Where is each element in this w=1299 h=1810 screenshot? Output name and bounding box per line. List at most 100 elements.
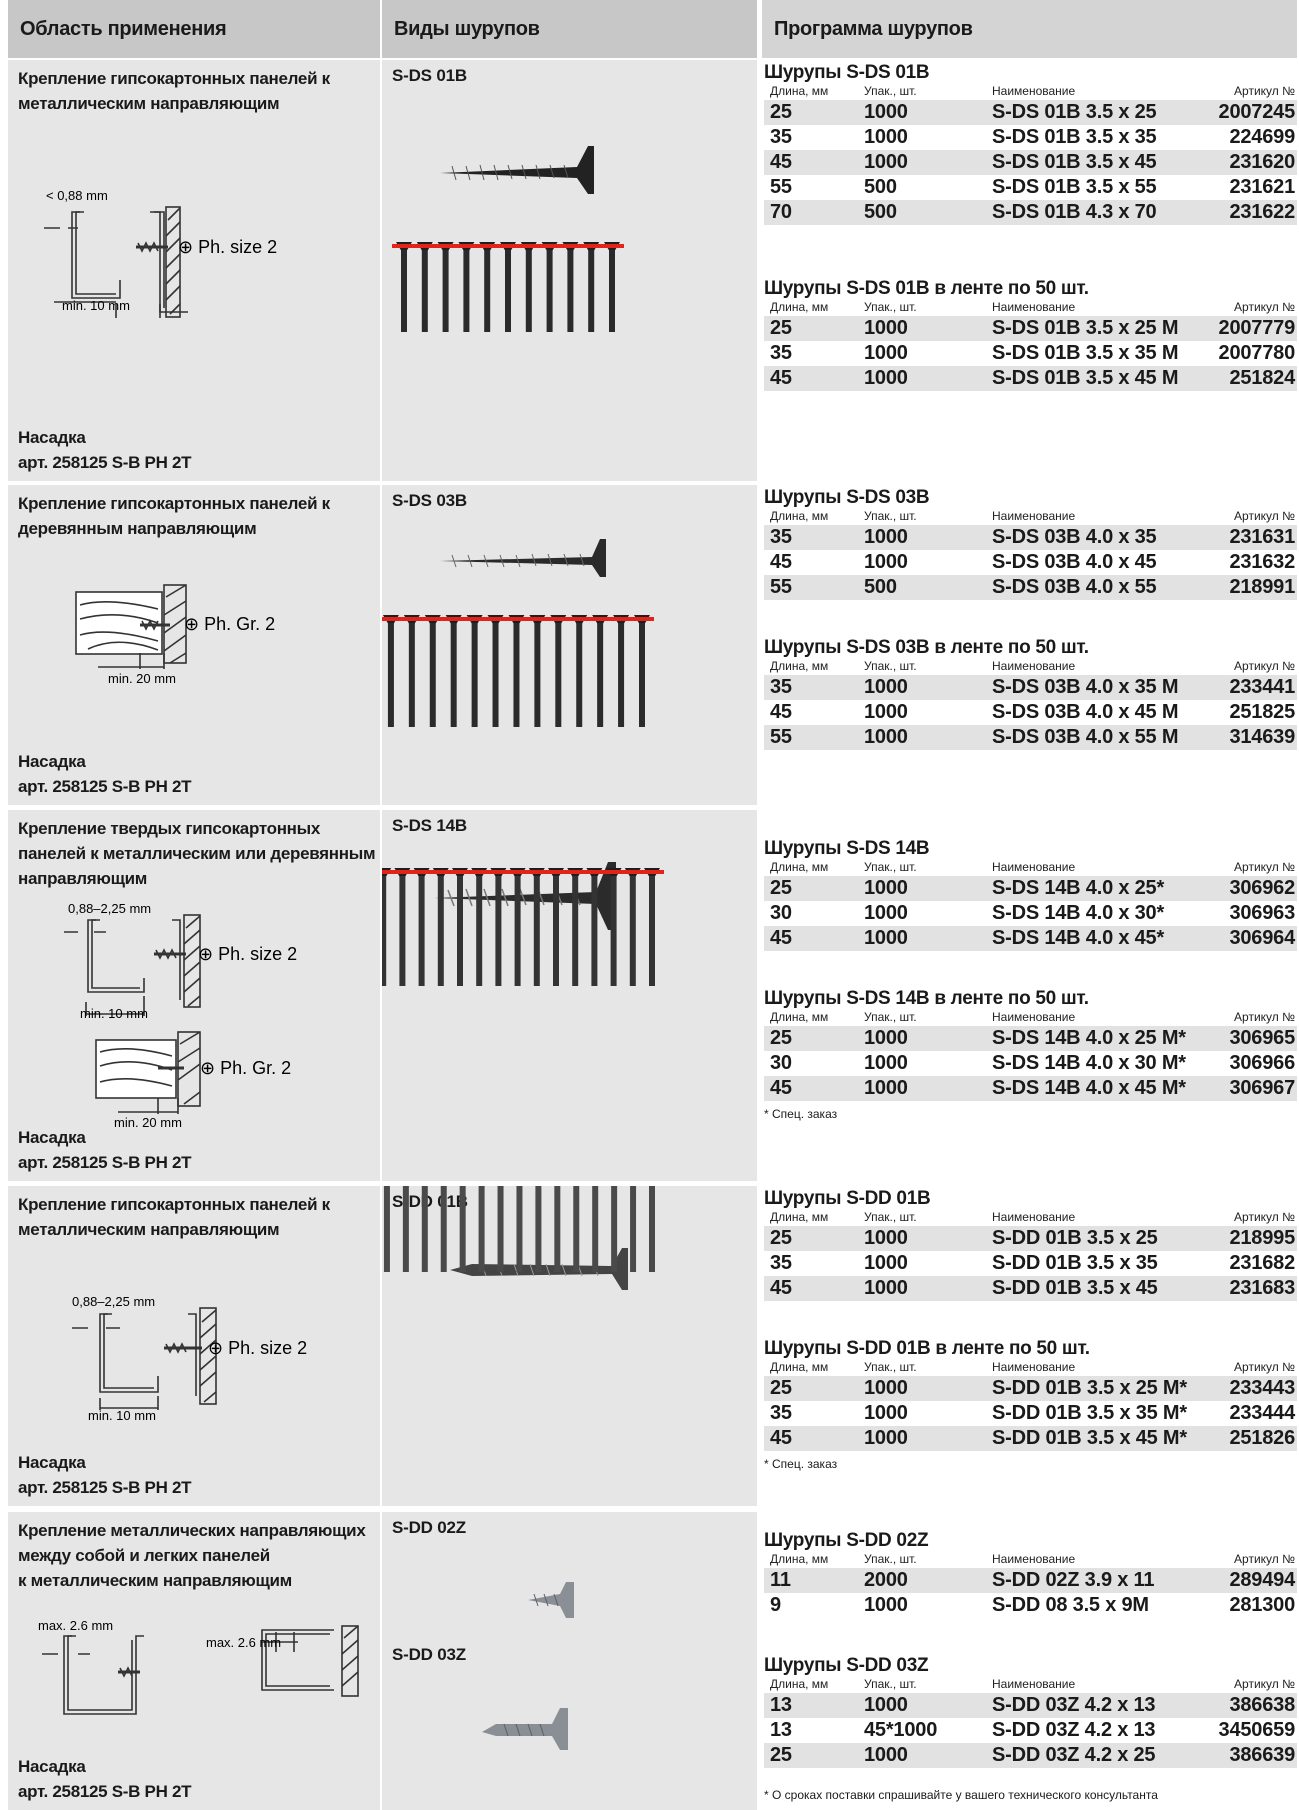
length-cell: 35 [770,342,792,364]
screw-image [440,146,594,194]
screw-shaft [421,250,428,332]
type-name: S-DS 14B [392,816,467,835]
group-title: Шурупы S-DS 03B [764,487,930,508]
article-cell: 224699 [1229,126,1295,148]
length-cell: 45 [770,151,792,173]
name-cell: S-DS 14B 4.0 x 30* [992,902,1165,924]
length-cell: 35 [770,126,792,148]
table-row: 13 1000 S-DD 03Z 4.2 x 13 386638 [764,1693,1297,1718]
length-cell: 55 [770,726,792,748]
pack-cell: 1000 [864,1227,908,1249]
screw-shaft [597,623,604,727]
name-cell: S-DS 01B 3.5 x 35 [992,126,1157,148]
table-row: 35 1000 S-DD 01B 3.5 x 35 M* 233444 [764,1401,1297,1426]
article-cell: 233444 [1229,1402,1295,1424]
metal-and-wood-profile-diagram: 0,88–2,25 mm ⊕ Ph. size 2 min. 10 mm ⊕ P… [64,901,297,1130]
length-cell: 45 [770,701,792,723]
table-row: 45 1000 S-DS 14B 4.0 x 45* 306964 [764,926,1297,951]
pack-cell: 1000 [864,101,908,123]
article-cell: 281300 [1229,1594,1295,1616]
pack-cell: 1000 [864,317,908,339]
name-cell: S-DS 03B 4.0 x 45 [992,551,1157,573]
length-cell: 9 [770,1594,781,1616]
screw-shaft [514,876,521,986]
name-cell: S-DS 03B 4.0 x 55 M [992,726,1179,748]
length-cell: 45 [770,1277,792,1299]
group-title: Шурупы S-DD 02Z [764,1530,929,1551]
section-1-program [762,60,1297,481]
column-headers: Длина, мм Упак., шт. Наименование Артикул № [770,300,1295,314]
length-cell: 25 [770,877,792,899]
article-cell: 306964 [1229,927,1295,949]
type-name: S-DD 01B [392,1192,468,1211]
screw-shaft [497,1186,504,1272]
screw-shaft [476,876,483,986]
length-cell: 25 [770,1377,792,1399]
screw-shaft [591,876,598,986]
pack-cell: 1000 [864,902,908,924]
length-cell: 45 [770,367,792,389]
pack-cell: 1000 [864,1277,908,1299]
table-row: 25 1000 S-DS 14B 4.0 x 25* 306962 [764,876,1297,901]
screw-shaft [611,1186,618,1272]
screw-shaft [618,623,625,727]
table-row: 25 1000 S-DD 03Z 4.2 x 25 386639 [764,1743,1297,1768]
length-cell: 45 [770,1077,792,1099]
table-row: 35 1000 S-DD 01B 3.5 x 35 231682 [764,1251,1297,1276]
screw-shaft [421,1186,428,1272]
article-cell: 306963 [1229,902,1295,924]
pack-cell: 1000 [864,342,908,364]
screw-shaft [418,876,425,986]
screw-shaft [649,876,655,986]
name-cell: S-DD 08 3.5 x 9M [992,1594,1149,1616]
length-cell: 35 [770,526,792,548]
article-cell: 231621 [1229,176,1295,198]
table-row: 35 1000 S-DS 03B 4.0 x 35 231631 [764,525,1297,550]
section-2-application: Крепление гипсокартонных панелей к деревя… [8,485,380,805]
screw-group: Шурупы S-DS 14B в ленте по 50 шт. Длина,… [764,988,1297,1121]
screw-shaft [505,250,511,332]
table-row: 55 500 S-DS 01B 3.5 x 55 231621 [764,175,1297,200]
length-cell: 25 [770,1227,792,1249]
section-3-types: S-DS 14B [382,810,757,1181]
screw-shaft [459,1186,466,1272]
screw-shaft [457,876,463,986]
column-headers: Длина, мм Упак., шт. Наименование Артикул № [770,659,1295,673]
article-cell: 233441 [1229,676,1295,698]
pack-cell: 1000 [864,1694,908,1716]
diagram-label: min. 10 mm [88,1408,156,1423]
table-row: 35 1000 S-DS 03B 4.0 x 35 M 233441 [764,675,1297,700]
pack-cell: 1000 [864,1427,908,1449]
pack-cell: 1000 [864,877,908,899]
nasadka-text: Насадка арт. 258125 S-B PH 2T [18,1128,192,1172]
screw-shaft [535,1186,542,1272]
article-cell: 306965 [1229,1027,1295,1049]
article-cell: 231622 [1229,201,1295,223]
screw-shaft [649,1186,655,1272]
name-cell: S-DD 01B 3.5 x 45 M* [992,1427,1187,1449]
column-headers: Длина, мм Упак., шт. Наименование Артикул № [770,1360,1295,1374]
screw-shaft [478,1186,485,1272]
name-cell: S-DS 01B 3.5 x 45 [992,151,1157,173]
group-title: Шурупы S-DD 01B в ленте по 50 шт. [764,1338,1090,1359]
name-cell: S-DS 01B 3.5 x 25 [992,101,1157,123]
name-cell: S-DS 01B 3.5 x 35 M [992,342,1179,364]
column-headers: Длина, мм Упак., шт. Наименование Артикул № [770,84,1295,98]
diagram-label: max. 2.6 mm [206,1635,281,1650]
name-cell: S-DD 01B 3.5 x 45 [992,1277,1158,1299]
screw-group: Шурупы S-DS 03B Длина, мм Упак., шт. Наиме… [764,487,1297,600]
length-cell: 25 [770,1744,792,1766]
pack-cell: 1000 [864,726,908,748]
table-row: 25 1000 S-DD 01B 3.5 x 25 M* 233443 [764,1376,1297,1401]
name-cell: S-DD 01B 3.5 x 25 M* [992,1377,1187,1399]
screw-shaft [440,1186,447,1272]
length-cell: 35 [770,1252,792,1274]
header-program: Программа шурупов [762,0,1297,58]
screw-strip-image [382,868,664,986]
pack-cell: 1000 [864,1052,908,1074]
length-cell: 45 [770,927,792,949]
table-row: 30 1000 S-DS 14B 4.0 x 30* 306963 [764,901,1297,926]
screw-shaft [382,876,387,986]
table-row: 13 45*1000 S-DD 03Z 4.2 x 13 3450659 [764,1718,1297,1743]
table-row: 70 500 S-DS 01B 4.3 x 70 231622 [764,200,1297,225]
